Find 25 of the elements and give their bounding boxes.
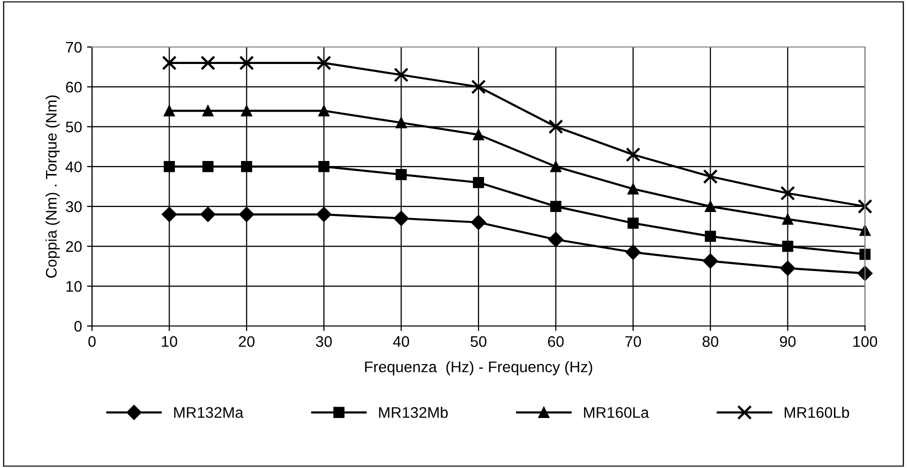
x-tick-label: 10 — [162, 336, 178, 347]
legend-label: MR132Mb — [379, 406, 448, 418]
y-tick-label: 0 — [74, 320, 82, 332]
legend-label: MR132Ma — [174, 407, 244, 418]
y-tick-label: 70 — [66, 42, 82, 53]
x-tick-label: 40 — [393, 336, 410, 347]
x-tick-label: 20 — [238, 336, 254, 347]
x-tick-label: 60 — [548, 336, 564, 347]
x-tick-label: 50 — [470, 336, 486, 347]
x-tick-label: 0 — [88, 336, 96, 347]
y-tick-label: 60 — [66, 82, 82, 93]
y-tick-label: 20 — [66, 241, 82, 252]
y-tick-label: 50 — [66, 122, 82, 132]
x-axis-title: Frequenza (Hz) - Frequency (Hz) — [365, 361, 592, 376]
y-axis-title: Coppia (Nm) . Torque (Nm) — [45, 95, 60, 278]
y-tick-label: 40 — [66, 161, 82, 172]
x-tick-label: 90 — [780, 336, 796, 347]
y-tick-label: 10 — [66, 281, 82, 292]
legend-label: MR160La — [584, 407, 650, 418]
x-tick-label: 30 — [316, 336, 332, 347]
x-tick-label: 80 — [702, 336, 718, 347]
y-tick-label: 30 — [66, 201, 82, 212]
legend-label: MR160Lb — [784, 406, 850, 418]
x-tick-label: 100 — [853, 336, 878, 347]
x-tick-label: 70 — [625, 336, 641, 347]
